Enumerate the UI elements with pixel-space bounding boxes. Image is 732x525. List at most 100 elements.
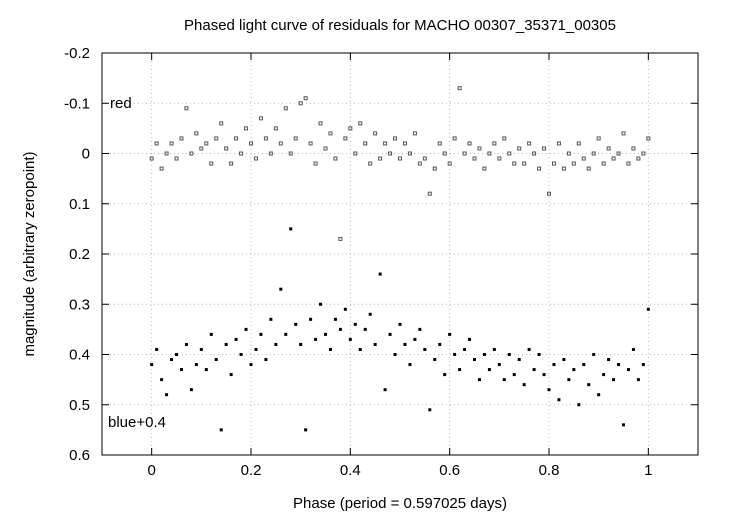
data-point-red: [487, 151, 492, 156]
data-point-blue: [279, 287, 283, 291]
data-point-blue: [492, 347, 496, 351]
data-point-blue: [622, 423, 625, 427]
data-point-blue: [636, 378, 640, 382]
data-point-blue: [562, 358, 566, 362]
data-point-red: [626, 161, 631, 166]
y-tick-label: 0.3: [69, 296, 90, 313]
data-point-blue: [294, 322, 298, 326]
data-point-red: [383, 141, 388, 146]
data-point-red: [616, 151, 621, 156]
data-point-blue: [527, 347, 531, 351]
data-point-blue: [542, 373, 546, 377]
data-point-red: [407, 151, 412, 156]
data-point-blue: [314, 337, 318, 341]
data-point-blue: [502, 378, 506, 382]
annotation-red: red: [110, 95, 132, 112]
data-point-red: [263, 136, 268, 141]
data-point-red: [398, 156, 402, 161]
data-point-blue: [473, 358, 476, 362]
data-point-red: [229, 161, 234, 166]
data-point-blue: [587, 383, 591, 387]
data-point-blue: [165, 393, 169, 397]
chart-title: Phased light curve of residuals for MACH…: [184, 17, 616, 34]
data-point-red: [159, 166, 164, 171]
data-point-red: [288, 151, 293, 156]
data-point-blue: [358, 347, 362, 351]
data-point-red: [268, 151, 273, 156]
data-point-red: [328, 131, 333, 136]
data-point-red: [522, 161, 527, 166]
data-point-blue: [378, 272, 382, 276]
data-point-blue: [537, 353, 541, 356]
data-point-red: [517, 146, 522, 151]
data-point-blue: [448, 332, 452, 336]
data-point-red: [298, 101, 303, 106]
x-tick-label: 0.2: [241, 462, 262, 479]
data-point-blue: [617, 363, 621, 367]
data-point-blue: [408, 363, 412, 367]
data-point-red: [333, 156, 338, 161]
data-point-blue: [522, 383, 526, 387]
series-red-points: [149, 86, 651, 241]
data-point-red: [174, 156, 179, 161]
data-point-red: [641, 151, 646, 156]
data-point-red: [472, 156, 477, 161]
axis-ticks: [102, 52, 698, 456]
data-point-red: [512, 161, 517, 166]
y-axis-label: magnitude (arbitrary zeropoint): [21, 151, 38, 356]
data-point-red: [477, 146, 482, 151]
data-point-red: [492, 141, 497, 146]
data-point-blue: [175, 353, 178, 356]
x-axis-label: Phase (period = 0.597025 days): [293, 495, 507, 512]
data-point-blue: [194, 363, 198, 367]
data-point-blue: [209, 332, 213, 336]
data-point-blue: [602, 373, 606, 377]
data-point-red: [437, 141, 442, 146]
data-point-blue: [368, 312, 372, 316]
data-point-blue: [458, 368, 462, 372]
data-point-red: [447, 161, 452, 166]
data-point-red: [551, 161, 556, 166]
data-point-blue: [353, 322, 357, 326]
data-point-blue: [219, 428, 223, 432]
data-point-blue: [150, 363, 154, 367]
data-point-blue: [646, 307, 650, 311]
axis-tick-labels: 0 0.2 0.4 0.6 0.8 1 -0.2 -0.1 0 0.1 0.2 0.3 0.4 0.5 0.…: [64, 45, 652, 479]
data-point-blue: [497, 363, 501, 367]
data-point-red: [636, 156, 641, 161]
data-point-blue: [309, 317, 313, 321]
data-point-blue: [443, 373, 447, 377]
data-point-blue: [567, 378, 571, 382]
series-blue-points: [150, 227, 650, 432]
data-point-red: [358, 121, 363, 126]
data-point-blue: [199, 347, 203, 351]
data-point-blue: [289, 227, 293, 231]
x-tick-label: 0.6: [439, 462, 460, 479]
data-point-red: [318, 121, 323, 126]
data-point-blue: [552, 363, 556, 367]
data-point-blue: [338, 327, 342, 331]
data-point-blue: [333, 317, 337, 321]
data-point-red: [611, 156, 616, 161]
data-point-red: [581, 156, 586, 161]
data-point-red: [249, 141, 253, 146]
y-tick-label: 0.5: [69, 397, 90, 414]
data-point-red: [368, 161, 373, 166]
data-point-blue: [319, 302, 323, 306]
data-point-red: [601, 161, 606, 166]
data-point-red: [566, 151, 571, 156]
data-point-red: [224, 146, 229, 151]
data-point-red: [164, 151, 169, 156]
x-tick-label: 0.4: [340, 462, 361, 479]
data-point-blue: [468, 337, 472, 341]
data-point-red: [417, 161, 422, 166]
data-point-blue: [264, 358, 268, 362]
data-point-red: [462, 151, 467, 156]
data-point-red: [537, 166, 542, 171]
y-tick-label: -0.2: [64, 45, 90, 62]
data-point-red: [323, 146, 328, 151]
data-point-blue: [184, 342, 188, 346]
data-point-red: [194, 131, 199, 136]
data-point-blue: [388, 332, 392, 336]
